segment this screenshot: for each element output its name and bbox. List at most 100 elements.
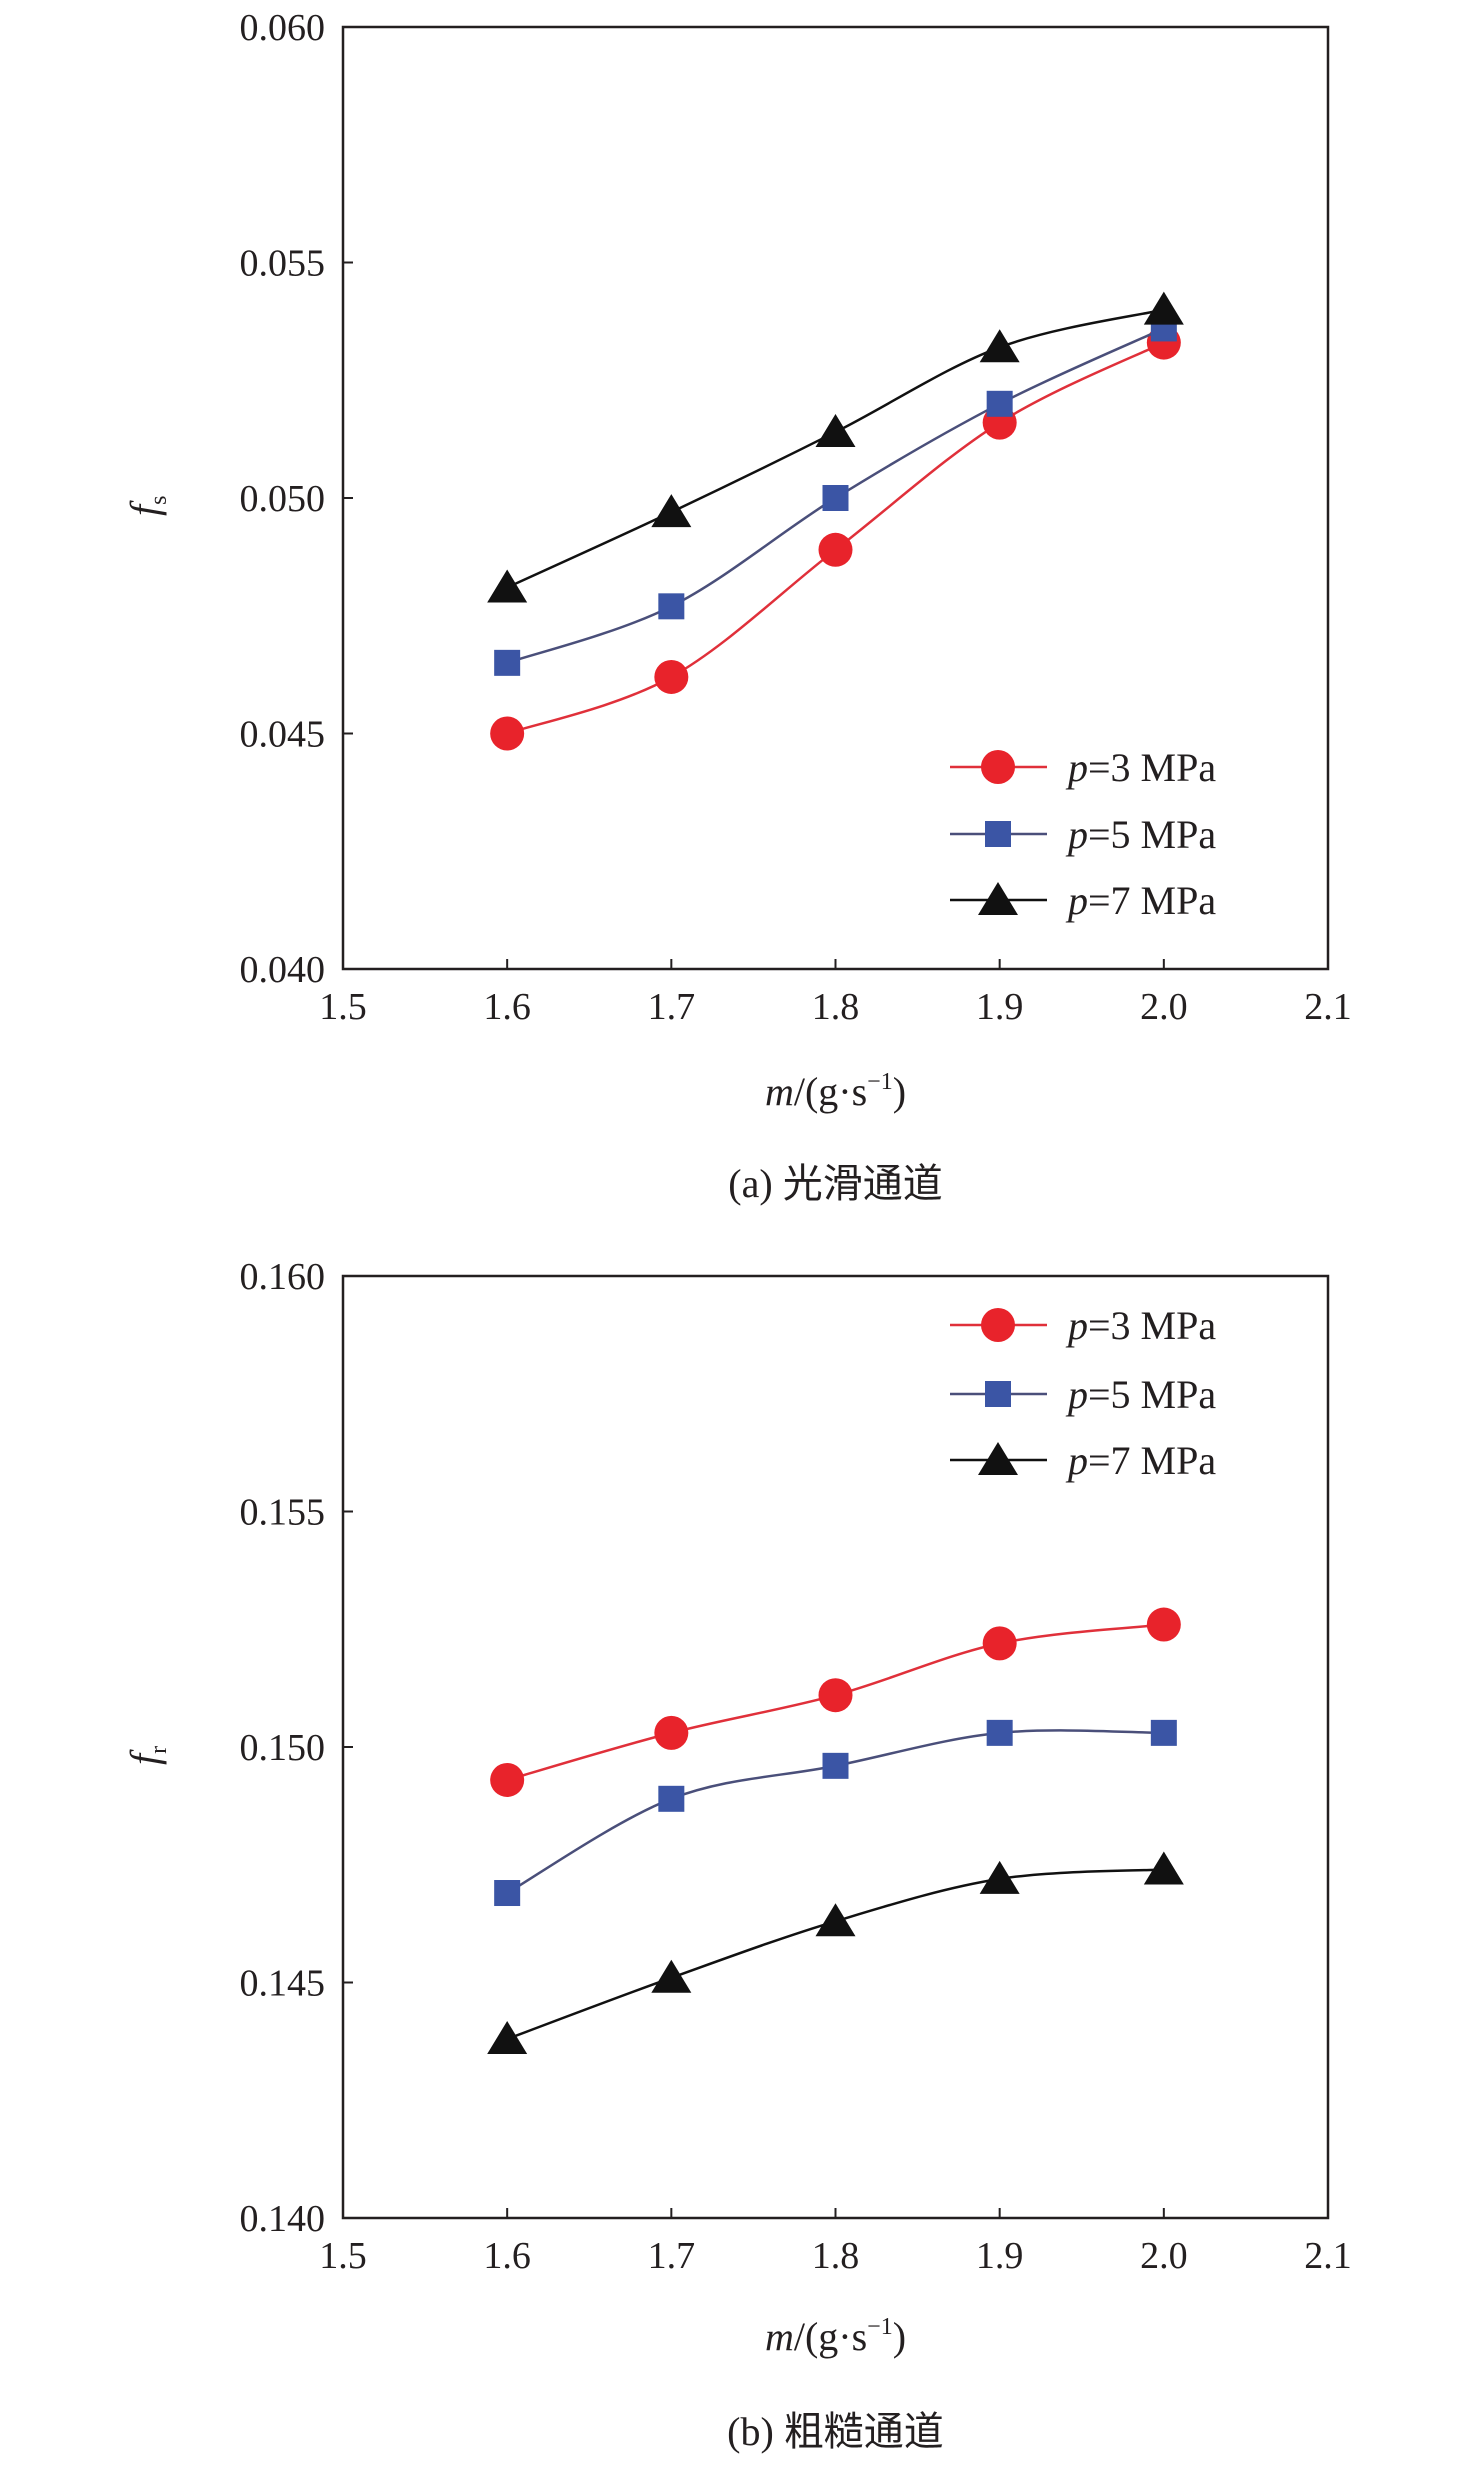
data-point [1150, 1719, 1177, 1746]
legend-label-value: =7 MPa [1088, 878, 1216, 923]
data-point [986, 1719, 1013, 1746]
x-tick-label: 1.9 [976, 986, 1024, 1028]
data-point [487, 2021, 528, 2055]
data-point [651, 1959, 692, 1993]
legend-label-var: p [1065, 1372, 1088, 1417]
data-point [658, 593, 685, 620]
x-tick-label: 1.6 [483, 2235, 531, 2277]
data-point [1143, 291, 1184, 325]
y-tick-label: 0.145 [240, 1963, 326, 2005]
data-point [1143, 1851, 1184, 1885]
legend-marker [981, 750, 1015, 784]
x-tick-label: 1.5 [319, 986, 367, 1028]
data-point [494, 1880, 521, 1907]
data-point [1146, 1607, 1181, 1642]
data-point [822, 1752, 849, 1779]
legend-label-value: =3 MPa [1088, 1303, 1216, 1348]
data-point [651, 494, 692, 528]
x-axis-label-var: m [765, 1069, 794, 1114]
legend-label: p=5 MPa [1065, 812, 1216, 857]
series-1: p=5 MPa [494, 315, 1216, 857]
series-line [506, 1868, 1164, 2041]
x-axis-label-close: ) [893, 1069, 906, 1114]
chart-a: 1.5 1.6 1.7 1.8 1.9 2.0 2.1 0.040 0.045 0.050 0.05… [122, 7, 1352, 1206]
x-tick-label: 1.5 [319, 2235, 367, 2277]
legend-label: p=3 MPa [1065, 745, 1216, 790]
y-axis-label: fs [122, 496, 172, 516]
legend-label-value: =3 MPa [1088, 745, 1216, 790]
legend-marker [981, 1308, 1015, 1342]
legend-label-value: =5 MPa [1088, 812, 1216, 857]
x-tick-label: 1.7 [648, 986, 696, 1028]
legend-label-var: p [1065, 1303, 1088, 1348]
x-axis-label: m/(g·s−1) [765, 1069, 906, 1114]
data-point [982, 1626, 1017, 1661]
series-0: p=3 MPa [490, 325, 1216, 790]
legend-marker [978, 1442, 1018, 1475]
y-axis-label-sub: s [146, 496, 172, 505]
y-tick-label: 0.150 [240, 1727, 326, 1769]
x-axis-label-unit: /(g·s [794, 1069, 867, 1114]
x-tick-label: 1.7 [648, 2235, 696, 2277]
data-point [979, 329, 1020, 363]
y-tick-label: 0.055 [240, 243, 326, 285]
legend-marker [985, 1381, 1011, 1407]
legend-label-value: =7 MPa [1088, 1438, 1216, 1483]
x-tick-label: 1.9 [976, 2235, 1024, 2277]
y-tick-label: 0.045 [240, 714, 326, 756]
legend-label-var: p [1065, 745, 1088, 790]
x-tick-label: 1.8 [812, 986, 860, 1028]
chart-b: 1.5 1.6 1.7 1.8 1.9 2.0 2.1 0.140 0.145 0.150 0.15… [122, 1256, 1352, 2454]
data-point [818, 532, 853, 567]
data-point [818, 1678, 853, 1713]
x-tick-label: 2.0 [1140, 986, 1188, 1028]
legend-label-value: =5 MPa [1088, 1372, 1216, 1417]
x-axis-label-var: m [765, 2314, 794, 2359]
data-point [815, 414, 856, 448]
x-tick-label: 2.1 [1304, 2235, 1352, 2277]
chart-caption: (b) 粗糙通道 [727, 2409, 944, 2454]
x-axis-label-close: ) [893, 2314, 906, 2359]
data-point [654, 659, 689, 694]
legend-label: p=3 MPa [1065, 1303, 1216, 1348]
data-point [654, 1715, 689, 1750]
data-point [490, 716, 525, 751]
legend-label-var: p [1065, 878, 1088, 923]
x-tick-label: 2.0 [1140, 2235, 1188, 2277]
legend-marker [985, 821, 1011, 847]
x-axis-label-unit: /(g·s [794, 2314, 867, 2359]
x-axis-label-sup: −1 [867, 1069, 893, 1095]
y-tick-label: 0.050 [240, 478, 326, 520]
series-1: p=5 MPa [494, 1372, 1216, 1907]
chart-caption: (a) 光滑通道 [728, 1161, 942, 1206]
legend-label-var: p [1065, 812, 1088, 857]
data-point [658, 1785, 685, 1812]
y-axis-label: fr [122, 1746, 172, 1765]
legend-label: p=7 MPa [1065, 1438, 1216, 1483]
y-axis-label-sub: r [146, 1746, 172, 1754]
y-tick-label: 0.155 [240, 1492, 326, 1534]
legend-label: p=7 MPa [1065, 878, 1216, 923]
data-point [986, 390, 1013, 417]
data-point [487, 569, 528, 603]
series-2: p=7 MPa [487, 1438, 1216, 2055]
x-tick-label: 1.8 [812, 2235, 860, 2277]
legend-label: p=5 MPa [1065, 1372, 1216, 1417]
data-point [979, 1860, 1020, 1894]
x-tick-label: 1.6 [483, 986, 531, 1028]
y-tick-label: 0.140 [240, 2198, 326, 2240]
y-tick-label: 0.040 [240, 949, 326, 991]
legend-marker [978, 882, 1018, 915]
x-axis-label-sup: −1 [867, 2314, 893, 2340]
data-point [822, 485, 849, 511]
y-tick-label: 0.160 [240, 1256, 326, 1298]
y-tick-label: 0.060 [240, 7, 326, 49]
x-axis-label: m/(g·s−1) [765, 2314, 906, 2359]
data-point [490, 1762, 525, 1797]
series-2: p=7 MPa [487, 291, 1216, 923]
data-point [815, 1903, 856, 1937]
plot-frame [341, 1274, 1330, 2220]
legend-label-var: p [1065, 1438, 1088, 1483]
x-tick-label: 2.1 [1304, 986, 1352, 1028]
